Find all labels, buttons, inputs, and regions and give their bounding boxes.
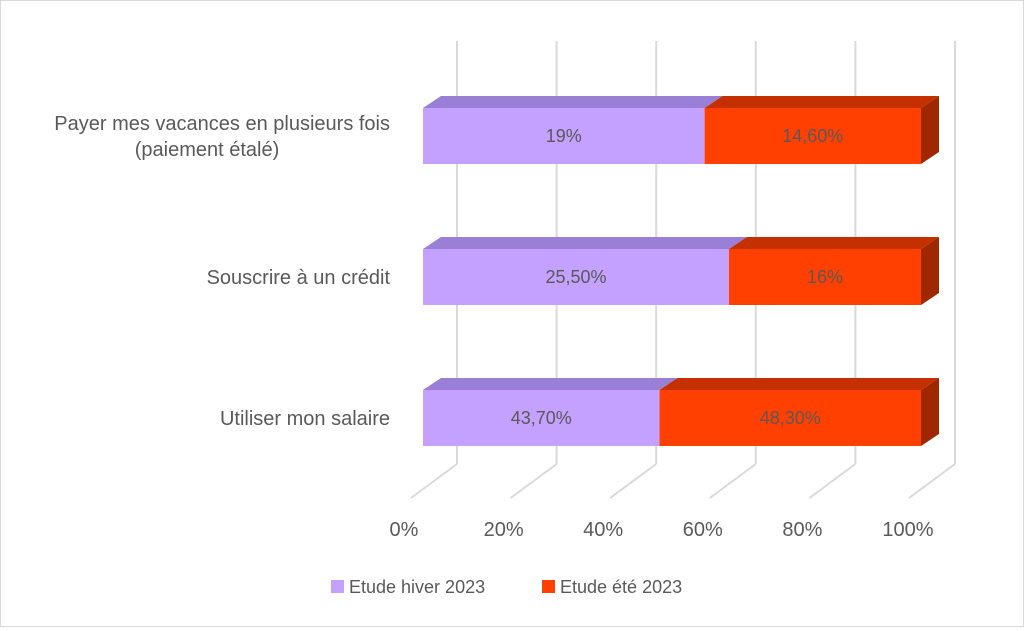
bar-segment: [704, 108, 921, 164]
gridline-floor: [410, 463, 458, 499]
x-tick-label: 80%: [782, 519, 822, 541]
legend-label: Etude hiver 2023: [349, 577, 485, 597]
data-label: 14,60%: [782, 126, 843, 146]
data-label: 16%: [807, 267, 843, 287]
bar-segment: [659, 390, 921, 446]
legend-swatch: [331, 580, 344, 593]
bar-segment: [423, 390, 660, 446]
category-label: Souscrire à un crédit: [207, 267, 391, 289]
x-tick-label: 40%: [583, 519, 623, 541]
bar-segment: [423, 108, 705, 164]
legend-label: Etude été 2023: [560, 577, 682, 597]
gridline-floor: [808, 463, 856, 499]
legend-item: Etude hiver 2023: [331, 577, 485, 597]
gridline-floor: [908, 463, 956, 499]
labels: 0% 20% 40% 60% 80% 100% 19% 14,60% Payer mes vac…: [54, 113, 934, 541]
x-tick-label: 60%: [683, 519, 723, 541]
x-tick-label: 20%: [484, 519, 524, 541]
x-tick-label: 100%: [882, 519, 933, 541]
x-tick-label: 0%: [390, 519, 419, 541]
data-label: 19%: [546, 126, 582, 146]
legend-swatch: [542, 580, 555, 593]
gridline-floor: [609, 463, 657, 499]
data-label: 25,50%: [545, 267, 606, 287]
bar-segment: [423, 249, 729, 305]
bar-top-face: [704, 96, 939, 108]
bar-side-face: [921, 378, 939, 446]
bar-side-face: [921, 237, 939, 305]
bar-top-face: [423, 237, 747, 249]
category-label: Payer mes vacances en plusieurs fois (pai…: [54, 113, 390, 161]
gridline-floor: [510, 463, 558, 499]
gridline-floor: [709, 463, 757, 499]
legend: Etude hiver 2023 Etude été 2023: [331, 577, 682, 597]
bar-segment: [729, 249, 921, 305]
bar-side-face: [921, 96, 939, 164]
bars: [423, 96, 939, 446]
category-label: Utiliser mon salaire: [220, 408, 390, 430]
bar-top-face: [729, 237, 939, 249]
bar-top-face: [423, 378, 678, 390]
bar-top-face: [659, 378, 939, 390]
data-label: 43,70%: [511, 408, 572, 428]
data-label: 48,30%: [760, 408, 821, 428]
legend-item: Etude été 2023: [542, 577, 682, 597]
bar-top-face: [423, 96, 723, 108]
